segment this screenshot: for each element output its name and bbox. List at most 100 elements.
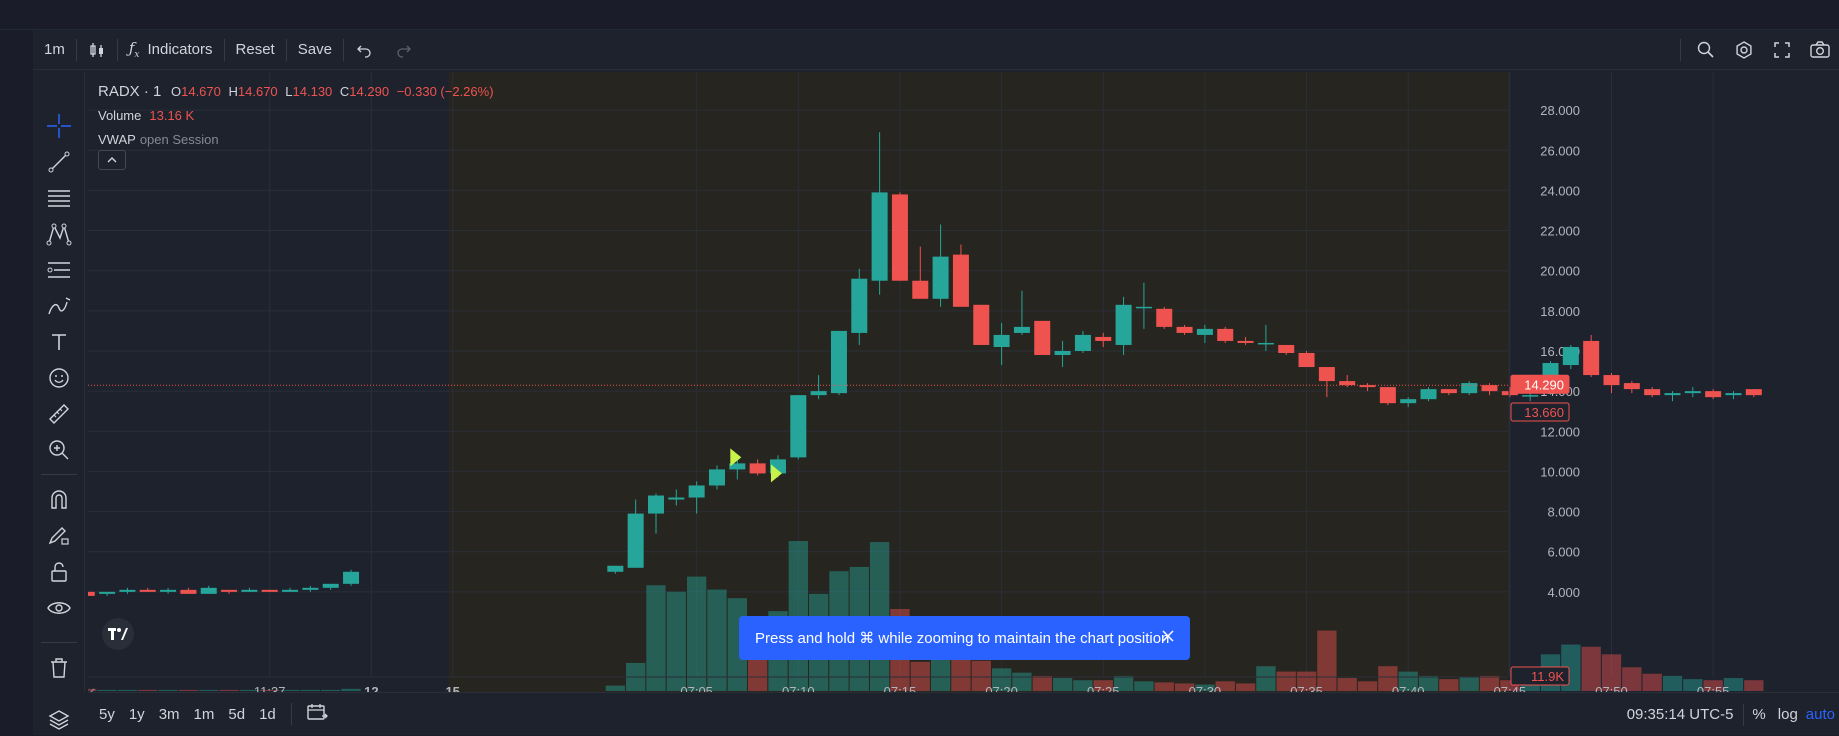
volume-bar bbox=[971, 660, 991, 691]
measure-tool[interactable] bbox=[45, 400, 73, 428]
gear-icon bbox=[1736, 41, 1752, 59]
y-tick-label: 22.000 bbox=[1540, 224, 1580, 239]
y-tick-label: 20.000 bbox=[1540, 264, 1580, 279]
snapshot-button[interactable] bbox=[1801, 30, 1839, 70]
toolbar-divider bbox=[41, 642, 77, 643]
volume-bar bbox=[605, 685, 625, 691]
text-tool[interactable] bbox=[45, 328, 73, 356]
fib-tool[interactable] bbox=[45, 184, 73, 212]
volume-bar bbox=[1195, 684, 1215, 691]
volume-bar bbox=[1662, 675, 1683, 691]
volume-bar bbox=[991, 668, 1012, 691]
unlock-icon bbox=[51, 562, 67, 582]
toast-close-button[interactable] bbox=[1158, 626, 1178, 646]
calendar-range-icon bbox=[307, 704, 328, 720]
candle-body bbox=[1054, 350, 1071, 355]
hide-drawings-tool[interactable] bbox=[45, 594, 73, 622]
volume-bar bbox=[1723, 678, 1744, 691]
log-toggle[interactable]: log bbox=[1777, 706, 1798, 723]
quick-search-button[interactable] bbox=[1687, 30, 1725, 70]
interval-button[interactable]: 1m bbox=[33, 30, 76, 70]
emoji-tool[interactable] bbox=[45, 364, 73, 392]
volume-bar bbox=[1479, 675, 1500, 691]
bottom-right-controls: 09:35:14 UTC-5 % log auto bbox=[1617, 693, 1839, 736]
candle-body bbox=[708, 469, 725, 486]
x-tick-label: 07:40 bbox=[1392, 684, 1425, 692]
candle-body bbox=[912, 280, 929, 299]
price-label-text: 14.290 bbox=[1524, 377, 1564, 392]
premarket-session-shade bbox=[448, 72, 1508, 692]
brush-tool[interactable] bbox=[45, 292, 73, 320]
candle-body bbox=[607, 565, 624, 572]
x-tick-label: 07:25 bbox=[1087, 684, 1120, 692]
x-tick-label: 12 bbox=[364, 684, 378, 692]
range-button-3m[interactable]: 3m bbox=[158, 705, 180, 723]
toolbar-divider bbox=[75, 38, 77, 61]
y-tick-label: 12.000 bbox=[1540, 424, 1580, 439]
candle-body bbox=[282, 589, 299, 592]
volume-bar bbox=[951, 656, 971, 691]
date-range-button[interactable] bbox=[300, 702, 334, 726]
volume-bar bbox=[321, 689, 341, 691]
range-button-1y[interactable]: 1y bbox=[128, 705, 145, 723]
settings-button[interactable] bbox=[1725, 30, 1763, 70]
lock-drawing-tool[interactable] bbox=[45, 522, 73, 550]
trend-line-tool[interactable] bbox=[45, 148, 73, 176]
x-tick-label: 07:55 bbox=[1697, 684, 1730, 692]
interval-label: 1m bbox=[44, 41, 65, 58]
range-button-5d[interactable]: 5d bbox=[228, 705, 246, 723]
y-tick-label: 10.000 bbox=[1540, 464, 1580, 479]
redo-icon bbox=[397, 45, 411, 58]
range-button-5y[interactable]: 5y bbox=[99, 705, 115, 723]
prediction-tool[interactable] bbox=[45, 256, 73, 284]
candle-body bbox=[1278, 344, 1295, 353]
candle-body bbox=[1298, 352, 1315, 368]
window-top-strip bbox=[0, 0, 1839, 30]
candle-body bbox=[1583, 340, 1600, 376]
range-button-1m[interactable]: 1m bbox=[193, 705, 215, 723]
volume-bar bbox=[707, 589, 727, 691]
candle-body bbox=[749, 463, 766, 474]
tradingview-logo[interactable] bbox=[102, 618, 134, 650]
volume-bar bbox=[300, 689, 321, 691]
x-tick-label: 07:20 bbox=[985, 684, 1018, 692]
indicators-button[interactable]: ƒx Indicators bbox=[118, 30, 224, 70]
percent-toggle[interactable]: % bbox=[1752, 706, 1766, 723]
candle-body bbox=[1339, 381, 1356, 386]
candle-body bbox=[1095, 336, 1112, 341]
fullscreen-button[interactable] bbox=[1763, 30, 1801, 70]
pattern-tool[interactable] bbox=[45, 220, 73, 248]
volume-row[interactable]: Volume 13.16 K bbox=[98, 104, 498, 128]
volume-bar bbox=[341, 688, 361, 691]
candle-body bbox=[668, 497, 685, 500]
redo-button[interactable] bbox=[384, 30, 424, 70]
reset-button[interactable]: Reset bbox=[225, 30, 286, 70]
object-tree-button[interactable] bbox=[45, 706, 73, 734]
candle-body bbox=[1522, 395, 1539, 397]
lock-all-tool[interactable] bbox=[45, 558, 73, 586]
price-chart[interactable]: 4.0006.0008.00010.00012.00014.00016.0001… bbox=[88, 72, 1839, 692]
candle-body bbox=[1623, 383, 1640, 390]
candle-body bbox=[1461, 383, 1478, 394]
close-icon bbox=[1162, 630, 1174, 642]
chart-type-button[interactable] bbox=[77, 30, 117, 70]
vwap-row[interactable]: VWAP open Session bbox=[98, 128, 498, 152]
range-button-1d[interactable]: 1d bbox=[259, 705, 276, 723]
zoom-in-tool[interactable] bbox=[45, 436, 73, 464]
auto-toggle[interactable]: auto bbox=[1805, 706, 1835, 723]
magnet-tool[interactable] bbox=[45, 486, 73, 514]
candle-body bbox=[1379, 387, 1396, 404]
volume-bar bbox=[178, 689, 199, 691]
crosshair-tool[interactable] bbox=[45, 112, 73, 140]
candle-body bbox=[1684, 391, 1701, 394]
clock-display[interactable]: 09:35:14 UTC-5 bbox=[1626, 706, 1734, 723]
save-button[interactable]: Save bbox=[287, 30, 343, 70]
undo-button[interactable] bbox=[344, 30, 384, 70]
remove-drawings-tool[interactable] bbox=[45, 654, 73, 682]
symbol-label[interactable]: RADX · 1 bbox=[98, 83, 162, 100]
candle-body bbox=[88, 591, 95, 596]
candle-body bbox=[160, 589, 177, 592]
legend-collapse-button[interactable] bbox=[98, 150, 126, 170]
candle-body bbox=[200, 587, 217, 594]
chart-area[interactable]: 4.0006.0008.00010.00012.00014.00016.0001… bbox=[88, 72, 1839, 692]
